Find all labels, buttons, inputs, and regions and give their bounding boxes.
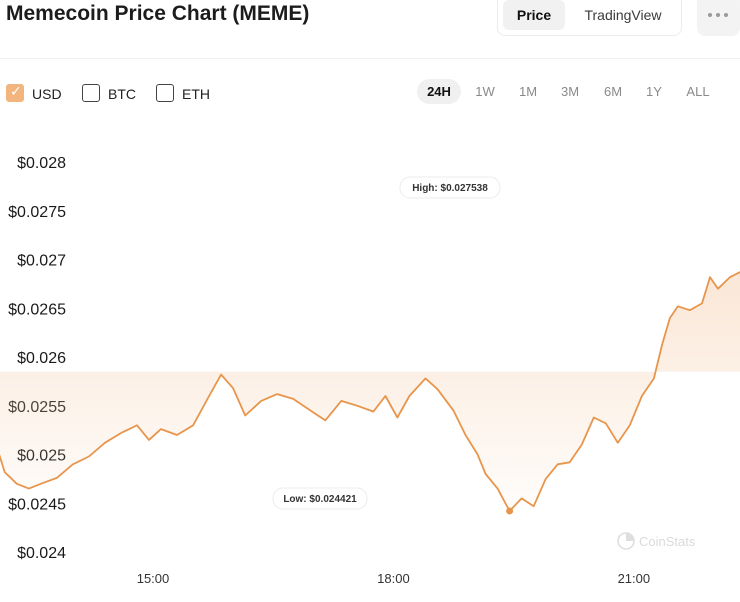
currency-label-btc: BTC	[108, 86, 136, 102]
x-tick-label: 21:00	[618, 571, 651, 586]
x-tick-label: 18:00	[377, 571, 410, 586]
x-tick-label: 15:00	[137, 571, 170, 586]
y-tick-label: $0.0245	[8, 496, 66, 513]
currency-label-eth: ETH	[182, 86, 210, 102]
range-3m[interactable]: 3M	[560, 84, 580, 99]
page-title: Memecoin Price Chart (MEME)	[6, 2, 310, 25]
price-area	[0, 272, 740, 511]
low-callout: Low: $0.024421	[272, 487, 514, 515]
y-tick-label: $0.024	[17, 545, 66, 562]
range-24h[interactable]: 24H	[417, 79, 461, 104]
tab-tradingview[interactable]: TradingView	[584, 7, 662, 23]
low-point	[506, 507, 514, 515]
currency-label-usd: USD	[32, 86, 62, 102]
y-tick-label: $0.026	[17, 350, 66, 367]
y-tick-label: $0.028	[17, 155, 66, 172]
tab-price[interactable]: Price	[503, 0, 565, 30]
coinstats-logo-icon	[617, 532, 635, 550]
view-toggle: Price TradingView	[497, 0, 682, 36]
checkbox-usd[interactable]: ✓	[6, 83, 24, 102]
y-tick-label: $0.0265	[8, 301, 66, 318]
high-callout: High: $0.027538	[399, 176, 501, 199]
checkbox-btc[interactable]	[82, 84, 100, 102]
panel-divider	[0, 58, 740, 59]
more-options-button[interactable]	[697, 0, 740, 36]
y-tick-label: $0.027	[17, 253, 66, 270]
y-tick-label: $0.0275	[8, 204, 66, 221]
high-label-box	[399, 176, 501, 199]
watermark: CoinStats	[617, 532, 696, 550]
price-line	[0, 271, 740, 512]
checkmark-icon: ✓	[10, 83, 22, 99]
range-1m[interactable]: 1M	[518, 84, 538, 99]
y-axis: $0.024$0.0245$0.025$0.0255$0.026$0.0265$…	[8, 155, 66, 562]
range-1w[interactable]: 1W	[475, 84, 495, 99]
range-1y[interactable]: 1Y	[646, 84, 662, 99]
checkbox-eth[interactable]	[156, 84, 174, 102]
watermark-text: CoinStats	[639, 534, 696, 549]
range-all[interactable]: ALL	[686, 84, 710, 99]
high-label: High: $0.027538	[412, 183, 488, 194]
low-label: Low: $0.024421	[283, 494, 357, 505]
range-6m[interactable]: 6M	[603, 84, 623, 99]
low-label-box	[272, 487, 368, 510]
